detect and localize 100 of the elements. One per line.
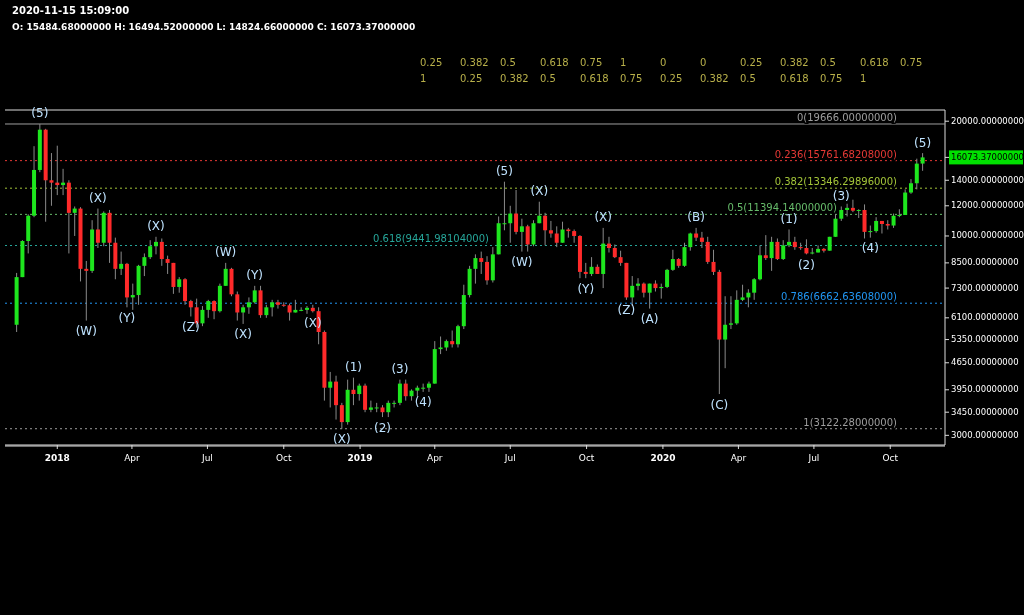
annotation: (4) [414,395,432,410]
text: 0.618 [580,73,609,84]
y-tick-label: 4650.00000000 [951,357,1019,368]
candlestick [723,295,728,369]
x-tick-label: 2018 [44,453,70,463]
x-tick-label: Jul [503,453,516,463]
text: 0.5 [500,57,516,68]
annotation: (Y) [246,268,264,283]
text: 0.382 [780,57,809,68]
candlestick [212,299,217,320]
candlestick [752,277,757,301]
candlestick [275,299,280,310]
annotation: (2) [373,420,391,435]
candlestick [879,220,884,235]
candlestick [421,383,426,393]
candlestick [816,244,821,254]
text: 0.382 [700,73,729,84]
annotation: (X) [147,219,165,234]
ref-line-label: 0.5(11394.14000000) [727,202,838,214]
candlestick [781,239,786,261]
candlestick [763,234,768,261]
annotation: (Y) [118,310,136,325]
candlestick [183,277,188,306]
candlestick [525,224,530,253]
text: 0.75 [580,57,603,68]
candlestick [241,304,246,325]
y-tick-label: 12000.00000000 [951,200,1024,211]
text: 0.5 [740,73,756,84]
candlestick [514,189,519,235]
candlestick [554,225,559,248]
candlestick [397,379,402,406]
candlestick [914,158,919,190]
y-tick-label: 14000.00000000 [951,174,1024,185]
annotation: (Z) [182,319,200,334]
text: 1 [860,73,867,84]
text: 0.25 [740,57,763,68]
text: 0.75 [820,73,843,84]
annotation: (W) [511,255,533,270]
text: 0.618 [860,57,889,68]
candlestick [543,212,548,246]
candlestick [334,375,339,421]
candlestick [328,371,333,408]
candlestick [775,237,780,261]
candlestick [757,244,762,281]
candlestick [246,296,251,315]
annotation: (2) [797,257,815,272]
annotation: (A) [640,312,659,327]
candlestick [647,283,652,310]
y-tick-label: 16073.37000000 [951,151,1024,162]
candlestick [72,205,77,237]
text: 0 [660,57,667,68]
candlestick [351,377,356,406]
candlestick [49,152,54,207]
candlestick [821,247,826,254]
y-tick-label: 10000.00000000 [951,230,1024,241]
annotation: (3) [832,188,850,203]
annotation: (5) [31,106,49,121]
candlestick [670,249,675,272]
candlestick [833,213,838,238]
candlestick [845,203,850,217]
candlestick [531,219,536,247]
y-tick-label: 5350.00000000 [951,334,1019,345]
candlestick [508,205,513,244]
candlestick [711,249,716,276]
candlestick [903,188,908,216]
candlestick [455,324,460,348]
x-tick-label: Apr [124,453,141,463]
candlestick [705,236,710,265]
candlestick [392,400,397,408]
ref-line-label: 0(19666.00000000) [796,111,898,123]
candlestick [850,199,855,213]
annotation: (C) [710,397,729,412]
annotation: (3) [391,362,409,377]
candlestick [485,255,490,286]
ref-line-label: 0.786(6662.63608000) [781,291,898,303]
annotation: (5) [495,164,513,179]
ref-line-label: 0.382(13346.29896000) [774,176,898,188]
x-tick-label: Oct [578,453,595,463]
candlestick [572,228,577,244]
candlestick [165,255,170,275]
text: 0.5 [820,57,836,68]
candlestick [339,402,344,430]
candlestick [305,305,309,315]
candlestick [682,242,687,268]
candlestick [223,262,228,287]
x-tick-label: Jul [201,453,213,463]
candlestick [426,381,431,393]
y-tick-label: 7300.00000000 [951,282,1019,293]
text: 0.25 [420,57,443,68]
y-tick-label: 20000.00000000 [951,115,1024,126]
annotation: (X) [594,210,612,225]
text: 0.75 [620,73,643,84]
y-tick-label: 8500.00000000 [951,257,1019,268]
x-tick-label: Jul [807,453,820,463]
x-tick-label: Oct [275,453,293,463]
text: 0.25 [660,73,683,84]
text: 0.382 [500,73,529,84]
y-tick-label: 3950.00000000 [951,384,1019,395]
candlestick [519,218,524,253]
annotation: (W) [215,245,237,260]
